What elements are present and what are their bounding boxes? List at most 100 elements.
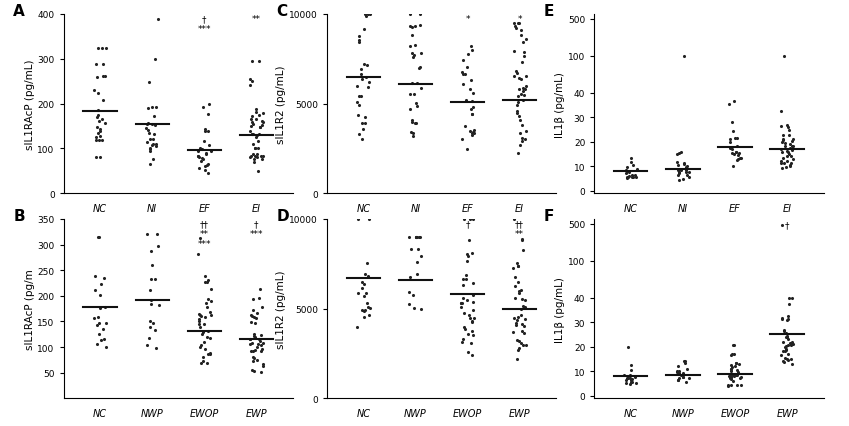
Point [256, 118, 269, 125]
Y-axis label: IL1β (pg/mL): IL1β (pg/mL) [555, 276, 565, 342]
Point [249, 134, 262, 141]
Point [621, 170, 635, 176]
Point [677, 160, 690, 167]
Point [726, 342, 739, 348]
Point [727, 128, 740, 135]
Point [730, 157, 744, 164]
Point [149, 104, 163, 111]
Point [254, 332, 267, 339]
Point [728, 341, 741, 348]
Point [356, 121, 369, 127]
Point [511, 262, 525, 269]
Point [623, 380, 637, 387]
Point [677, 370, 690, 377]
Point [363, 12, 376, 18]
Point [143, 148, 156, 155]
Point [510, 259, 524, 266]
Point [203, 351, 216, 358]
Point [779, 346, 793, 353]
Point [402, 301, 416, 308]
Point [352, 93, 366, 100]
Point [256, 361, 269, 368]
Point [198, 139, 211, 146]
Point [777, 358, 790, 365]
Point [672, 368, 686, 374]
Point [140, 139, 154, 146]
Point [93, 320, 106, 326]
Point [466, 292, 480, 299]
Point [201, 277, 215, 284]
Point [245, 131, 259, 138]
Point [514, 76, 528, 83]
Point [780, 158, 794, 165]
Point [143, 146, 157, 153]
Point [247, 156, 261, 163]
Point [625, 172, 638, 179]
Point [507, 315, 520, 322]
Point [728, 372, 741, 379]
Point [623, 375, 637, 382]
Point [511, 150, 525, 157]
Point [203, 334, 216, 341]
Point [414, 305, 428, 312]
Point [731, 153, 745, 159]
Point [678, 161, 691, 168]
Point [250, 154, 264, 161]
Point [143, 161, 156, 168]
Point [456, 276, 469, 283]
Point [91, 107, 104, 114]
Point [199, 314, 212, 321]
Point [413, 64, 426, 71]
Point [734, 374, 747, 381]
Point [199, 279, 212, 286]
Point [354, 71, 368, 78]
Point [680, 366, 694, 373]
Point [516, 89, 530, 96]
Text: ***: *** [198, 239, 211, 248]
Point [784, 342, 798, 348]
Point [677, 373, 690, 380]
Point [359, 75, 373, 81]
Point [245, 296, 259, 303]
Point [141, 106, 155, 112]
Point [466, 90, 480, 97]
Point [146, 137, 160, 144]
Point [513, 114, 526, 121]
Point [730, 367, 744, 374]
Point [724, 372, 738, 379]
Point [245, 340, 259, 346]
Point [513, 288, 526, 295]
Point [629, 380, 643, 386]
Point [680, 163, 694, 170]
Point [725, 366, 739, 373]
Y-axis label: sIL1R2 (pg/mL): sIL1R2 (pg/mL) [276, 270, 286, 348]
Y-axis label: IL1β (pg/mL): IL1β (pg/mL) [555, 72, 565, 137]
Point [723, 146, 737, 153]
Point [727, 99, 740, 106]
Text: †: † [202, 15, 206, 24]
Point [140, 342, 154, 348]
Point [510, 317, 524, 324]
Point [723, 375, 737, 382]
Point [626, 174, 639, 181]
Point [514, 340, 528, 346]
Point [409, 234, 423, 241]
Point [405, 25, 419, 32]
Point [202, 143, 216, 150]
Point [774, 161, 788, 167]
Point [512, 314, 526, 320]
Point [251, 168, 265, 175]
Point [454, 300, 468, 307]
Point [622, 173, 636, 180]
Point [729, 359, 743, 366]
Point [466, 331, 480, 338]
Point [620, 164, 633, 171]
Point [362, 304, 375, 311]
Point [516, 342, 530, 349]
Point [683, 169, 696, 176]
Point [194, 236, 207, 242]
Text: E: E [544, 4, 554, 19]
Point [785, 147, 799, 154]
Point [250, 106, 263, 113]
Point [459, 97, 473, 104]
